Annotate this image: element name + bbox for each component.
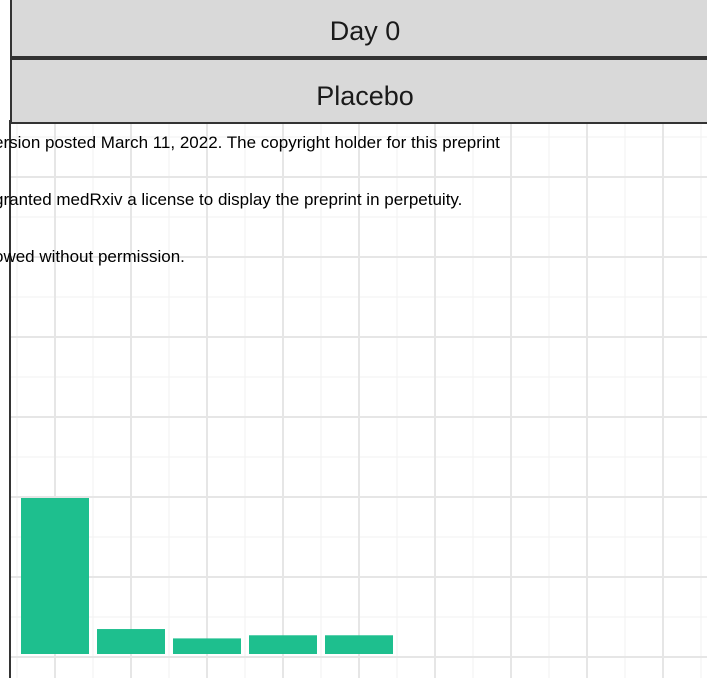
facet-strip-arm: Placebo [10,58,707,124]
bar-4 [249,635,317,654]
bar-1 [21,498,89,654]
facet-label-day: Day 0 [329,16,401,46]
gridlines [11,124,707,678]
bar-3 [173,638,241,654]
watermark-line-3: owed without permission. [0,247,185,266]
preprint-watermark: ersion posted March 11, 2022. The copyri… [0,95,500,285]
watermark-line-1: ersion posted March 11, 2022. The copyri… [0,133,500,152]
watermark-line-2: granted medRxiv a license to display the… [0,190,463,209]
facet-strip-day: Day 0 [10,0,707,58]
bar-2 [97,629,165,654]
bars [21,498,393,654]
facet-label-arm: Placebo [316,81,414,111]
bar-5 [325,635,393,654]
